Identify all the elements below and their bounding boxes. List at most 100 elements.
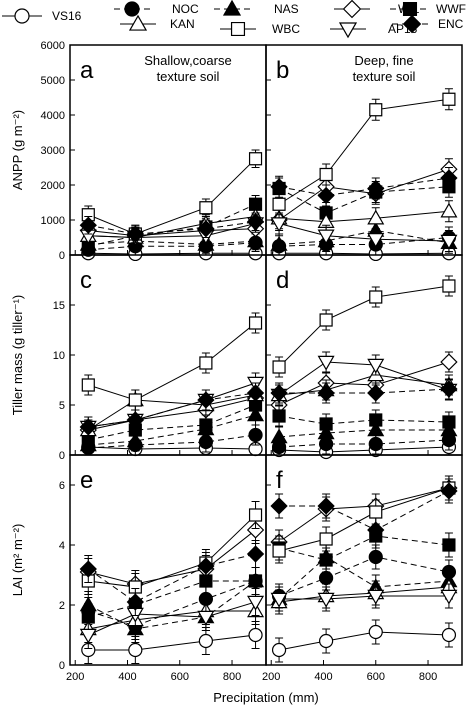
- series-nas: [270, 219, 458, 256]
- series-wbc: [81, 501, 263, 601]
- y-tick-label: 5: [59, 400, 65, 412]
- series-vs16: [81, 244, 263, 262]
- data-point: [442, 92, 456, 106]
- series-line: [88, 252, 256, 255]
- series-noc: [81, 424, 263, 456]
- data-point: [272, 197, 286, 211]
- series-line: [88, 580, 256, 627]
- series-line: [88, 634, 256, 651]
- data-point: [270, 235, 288, 251]
- data-point: [369, 413, 383, 427]
- series-wwf: [272, 523, 456, 573]
- data-point: [367, 209, 385, 225]
- series-line: [88, 434, 256, 449]
- data-point: [247, 595, 265, 611]
- series-wil: [79, 516, 265, 598]
- data-point: [246, 545, 265, 563]
- legend-item-enc: ENC: [392, 14, 464, 34]
- series-wbc: [272, 275, 456, 378]
- y-tick-label: 1000: [41, 215, 65, 227]
- data-point: [248, 627, 263, 643]
- data-point: [319, 167, 333, 182]
- y-axis-title-tiller-mass: Tiller mass (g tiller⁻¹): [10, 295, 25, 416]
- series-kan: [270, 574, 458, 615]
- legend-marker: [342, 0, 362, 19]
- data-point: [272, 409, 286, 423]
- series-ap13: [270, 583, 458, 612]
- series-line: [88, 529, 256, 585]
- series-line: [278, 186, 449, 214]
- series-vs16: [271, 619, 457, 663]
- series-wwf: [272, 405, 456, 435]
- data-point: [246, 213, 265, 231]
- legend-item-wwf: WWF: [390, 1, 466, 17]
- series-line: [88, 446, 256, 450]
- series-enc: [79, 212, 265, 244]
- series-line: [88, 221, 256, 235]
- data-point: [367, 521, 385, 539]
- panel-letter: f: [276, 467, 283, 494]
- series-line: [278, 223, 449, 242]
- series-line: [278, 285, 450, 368]
- x-tick-label: 800: [419, 671, 437, 683]
- y-tick-label: 2000: [41, 180, 65, 192]
- legend-item-noc: NOC: [114, 1, 199, 17]
- legend-item-ap13: AP13: [330, 22, 418, 39]
- series-line: [88, 404, 256, 441]
- data-point: [270, 428, 288, 444]
- data-point: [81, 208, 95, 222]
- y-tick-label: 0: [59, 660, 65, 672]
- y-axis-title-lai: LAI (m² m⁻²): [10, 524, 25, 597]
- panel-frame: [265, 254, 463, 456]
- legend-marker: [230, 21, 246, 37]
- series-noc: [81, 567, 263, 640]
- legend-item-vs16: VS16: [2, 8, 82, 24]
- legend-label: ENC: [438, 17, 464, 31]
- legend-marker: [128, 14, 148, 31]
- panel-letter: c: [80, 267, 92, 294]
- data-point: [317, 592, 335, 608]
- data-point: [367, 589, 385, 605]
- data-point: [317, 229, 335, 245]
- series-nas: [79, 567, 265, 643]
- data-point: [368, 549, 383, 565]
- data-point: [197, 610, 215, 626]
- data-point: [367, 358, 385, 374]
- series-ap13: [270, 212, 458, 252]
- data-point: [442, 415, 456, 429]
- data-point: [248, 427, 263, 443]
- data-point: [246, 521, 265, 539]
- series-line: [278, 556, 450, 597]
- series-line: [278, 361, 450, 406]
- data-point: [198, 633, 213, 649]
- data-point: [368, 624, 383, 640]
- series-line: [88, 394, 256, 431]
- series-line: [88, 601, 256, 636]
- data-point: [369, 103, 383, 117]
- data-point: [246, 384, 265, 402]
- data-point: [197, 557, 215, 575]
- legend-marker: [402, 14, 422, 34]
- series-line: [278, 361, 450, 396]
- data-point: [317, 186, 335, 205]
- legend-marker: [14, 8, 30, 24]
- legend-item-nas: NAS: [214, 0, 299, 16]
- panel-letter: a: [80, 57, 94, 84]
- data-point: [440, 482, 458, 500]
- series-line: [278, 98, 450, 205]
- series-line: [279, 210, 449, 223]
- data-point: [440, 234, 458, 250]
- legend-label: KAN: [170, 17, 195, 31]
- series-line: [88, 240, 256, 246]
- data-point: [442, 538, 456, 552]
- panel-letter: b: [276, 57, 289, 84]
- series-line: [88, 216, 256, 239]
- series-line: [88, 414, 256, 446]
- data-point: [270, 178, 288, 196]
- series-nas: [79, 231, 265, 254]
- panel-a: 0 1000 2000 3000 4000 5000 6000 a Shallow,coarse…: [41, 40, 267, 262]
- panel-note: Deep, fine: [354, 53, 413, 68]
- data-point: [369, 505, 383, 519]
- legend-label: NAS: [274, 2, 299, 16]
- data-point: [79, 418, 97, 436]
